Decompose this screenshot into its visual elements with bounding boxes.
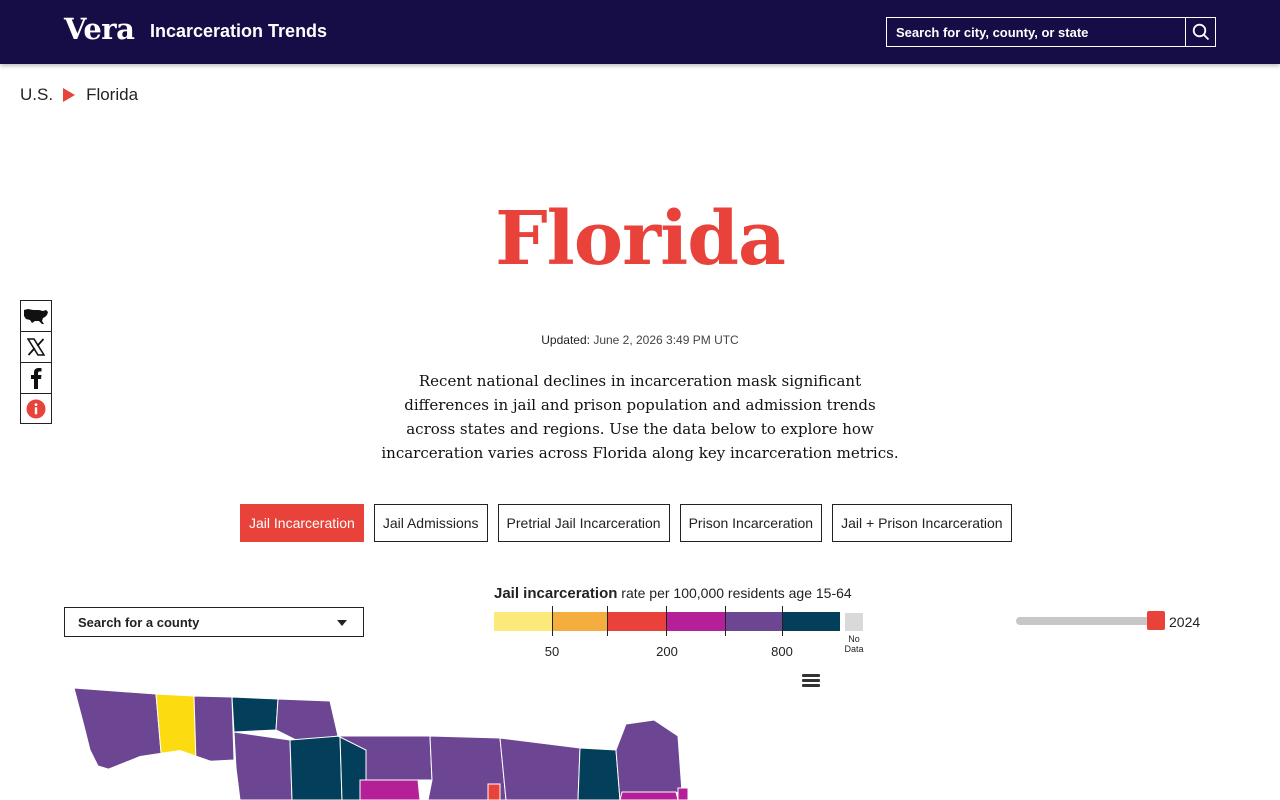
search-icon (1192, 23, 1209, 41)
updated-label: Updated: (541, 333, 590, 347)
breadcrumb-current: Florida (86, 85, 139, 104)
breadcrumb-us-link[interactable]: U.S. (20, 85, 54, 104)
x-share-button[interactable] (20, 331, 52, 362)
legend-swatch (552, 612, 607, 631)
search-button[interactable] (1185, 17, 1216, 47)
county-shape[interactable] (231, 696, 279, 733)
county-shape[interactable] (193, 695, 235, 763)
florida-county-map[interactable] (60, 680, 700, 800)
metric-tabs: Jail Incarceration Jail Admissions Pretr… (240, 504, 1012, 542)
info-button[interactable] (20, 393, 52, 424)
legend-tick-label: 800 (771, 644, 793, 659)
legend-unit: rate per 100,000 residents age 15-64 (621, 585, 852, 601)
legend-swatch (494, 612, 552, 631)
menu-line (802, 674, 820, 677)
legend-tick (782, 606, 783, 636)
tab-jail-admissions[interactable]: Jail Admissions (373, 504, 488, 542)
county-search-placeholder: Search for a county (78, 614, 200, 630)
county-shape[interactable] (427, 735, 507, 800)
facebook-share-button[interactable] (20, 362, 52, 393)
county-shape[interactable] (619, 791, 679, 800)
county-shape[interactable] (289, 735, 343, 800)
intro-paragraph: Recent national declines in incarceratio… (381, 372, 899, 462)
legend-metric: Jail incarceration (494, 585, 618, 602)
tab-jail-incarceration[interactable]: Jail Incarceration (240, 504, 364, 542)
breadcrumb-arrow-icon (63, 88, 76, 102)
year-slider-track[interactable] (1016, 617, 1158, 625)
gulf-water (100, 750, 240, 800)
county-shape[interactable] (487, 783, 501, 800)
county-shape[interactable] (233, 731, 293, 800)
menu-line (802, 679, 820, 682)
county-search-dropdown[interactable]: Search for a county (64, 607, 364, 637)
county-shape[interactable] (359, 779, 421, 800)
share-toolbar (20, 300, 52, 424)
top-navigation-bar: Vera Incarceration Trends (0, 0, 1280, 64)
year-slider-value: 2024 (1169, 614, 1201, 630)
updated-value: June 2, 2026 3:49 PM UTC (593, 333, 739, 347)
legend-title: Jail incarceration rate per 100,000 resi… (494, 585, 852, 602)
legend-tick (552, 606, 553, 636)
x-icon (27, 338, 45, 356)
legend-tick-label: 50 (544, 644, 560, 659)
legend-tick (607, 606, 608, 636)
breadcrumb: U.S. Florida (20, 85, 138, 105)
vera-logo[interactable]: Vera (64, 12, 135, 46)
legend-tick (666, 606, 667, 636)
facebook-icon (31, 368, 42, 389)
us-map-icon (24, 309, 48, 324)
legend-tick-label: 200 (656, 644, 678, 659)
site-search-input[interactable] (886, 17, 1186, 47)
menu-line (802, 684, 820, 687)
county-shape[interactable] (577, 747, 621, 800)
county-shape[interactable] (677, 787, 689, 800)
tab-jail-prison-incarceration[interactable]: Jail + Prison Incarceration (832, 504, 1012, 542)
legend-swatch (725, 612, 782, 631)
page-title: Florida (495, 196, 786, 282)
legend-no-data-label: No Data (844, 634, 864, 654)
county-shape[interactable] (275, 698, 339, 743)
legend-swatch (607, 612, 666, 631)
county-shape[interactable] (615, 719, 683, 800)
year-slider-handle[interactable] (1147, 611, 1165, 630)
info-icon (26, 399, 46, 418)
legend-color-scale (494, 612, 840, 631)
legend-tick (725, 606, 726, 636)
legend-swatch (782, 612, 840, 631)
site-title[interactable]: Incarceration Trends (150, 21, 328, 41)
us-map-button[interactable] (20, 300, 52, 331)
legend-no-data-swatch (845, 613, 863, 631)
tab-prison-incarceration[interactable]: Prison Incarceration (679, 504, 823, 542)
map-menu-icon[interactable] (802, 674, 820, 690)
chevron-down-icon (337, 620, 347, 626)
tab-pretrial-jail-incarceration[interactable]: Pretrial Jail Incarceration (497, 504, 670, 542)
legend-swatch (666, 612, 725, 631)
updated-timestamp: Updated: June 2, 2026 3:49 PM UTC (0, 333, 1280, 347)
county-shape[interactable] (499, 737, 581, 800)
